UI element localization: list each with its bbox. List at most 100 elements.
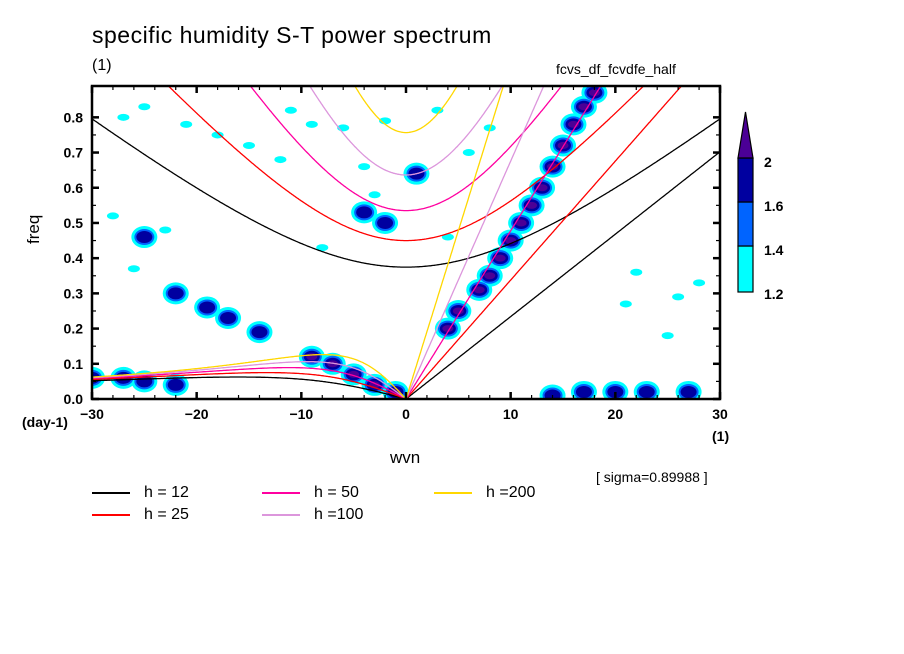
contour-fills [92,86,706,399]
x-axis-label: wvn [390,448,421,467]
colorbar-label: 1.6 [764,198,784,214]
contour-blob [199,301,216,314]
y-axis-unit: (day-1) [22,414,68,430]
contour-speck [138,103,151,111]
contour-blob [526,201,538,209]
contour-speck [316,244,329,252]
legend-item: h =200 [434,484,535,502]
curve-ig-h200 [354,86,458,134]
contour-blob [452,307,464,315]
contour-speck [106,212,119,220]
curve-rossby-h50 [92,366,406,399]
contour-speck [693,279,706,287]
contour-speck [127,265,140,273]
contour-speck [274,156,287,164]
legend-swatch [262,514,300,516]
y-tick-label: 0.0 [64,391,84,407]
sigma-note: [ sigma=0.89988 ] [596,469,708,485]
curve-ig-h100 [309,86,503,176]
curve-ig-h25 [167,86,645,242]
contour-speck [431,106,444,114]
y-tick-label: 0.7 [64,145,84,161]
contour-speck [441,233,454,241]
curve-rossby-h12 [92,376,406,399]
y-tick-label: 0.3 [64,285,84,301]
x-tick-label: 20 [608,406,624,422]
experiment-label: fcvs_df_fcvdfe_half [556,61,676,77]
contour-blob [638,385,655,398]
colorbar-label: 2 [764,154,772,170]
y-tick-label: 0.6 [64,180,84,196]
curve-rossby-h25 [92,371,406,399]
y-tick-label: 0.5 [64,215,84,231]
contour-speck [661,332,674,340]
y-tick-label: 0.1 [64,356,84,372]
axis-ticks: −30 −20 −10 0 10 20 30 0.0 0.1 0.2 0.3 0.4 0.5 0.6 0.7… [64,86,728,422]
y-tick-label: 0.2 [64,321,84,337]
contour-blob [220,312,237,325]
contour-speck [284,106,297,114]
chart-title: specific humidity S-T power spectrum [92,22,492,48]
x-tick-label: −10 [289,406,313,422]
y-tick-label: 0.4 [64,250,84,266]
colorbar: 1.2 1.4 1.6 2 [737,111,784,302]
contour-blob [544,389,561,399]
contour-speck [305,120,318,128]
contour-blob [607,385,624,398]
x-axis-unit: (1) [712,428,730,444]
contour-speck [117,113,130,121]
legend-swatch [92,514,130,516]
contour-blob [536,184,548,192]
x-tick-label: 10 [503,406,519,422]
contour-blob [136,231,153,244]
contour-blob [167,287,184,300]
legend-label: h = 12 [144,484,189,501]
dispersion-curves [92,86,720,399]
x-tick-label: −30 [80,406,104,422]
curve-kelvin-h100 [405,86,545,399]
curve-ig-h12 [92,118,720,268]
curve-kelvin-h200 [405,86,505,399]
contour-blob [356,206,373,219]
legend-item: h = 25 [92,506,189,524]
contour-blob [680,385,697,398]
colorbar-segment [737,157,754,203]
contour-speck [630,268,643,276]
legend-swatch [434,492,472,494]
legend-label: h = 50 [314,484,359,501]
legend-label: h = 25 [144,506,189,523]
curve-ig-h50 [249,86,563,212]
legend-item: h = 50 [262,484,359,502]
curve-rossby-h200 [92,353,406,399]
contour-speck [619,300,632,308]
contour-speck [159,226,172,234]
variable-unit-label: (1) [92,57,112,74]
contour-blob [515,219,527,227]
contour-blob [494,254,506,262]
contour-speck [180,120,193,128]
legend-label: h =200 [486,484,536,501]
contour-speck [243,142,255,150]
contour-blob [484,272,496,280]
colorbar-segment [737,201,754,247]
contour-blob [575,385,592,398]
curve-kelvin-h25 [405,86,683,399]
contour-speck [379,117,392,125]
contour-speck [672,293,685,301]
y-tick-label: 0.8 [64,109,84,125]
colorbar-segment [737,245,754,293]
colorbar-label: 1.4 [764,242,784,258]
x-tick-label: −20 [185,406,209,422]
contour-blob [167,378,184,391]
x-tick-label: 0 [402,406,410,422]
contour-blob [377,216,394,229]
contour-speck [358,163,371,171]
contour-blob [473,286,485,294]
x-tick-label: 30 [712,406,728,422]
legend-swatch [262,492,300,494]
contour-speck [462,149,475,157]
contour-blob [251,326,268,339]
colorbar-label: 1.2 [764,286,784,302]
curve-kelvin-h12 [405,152,720,399]
